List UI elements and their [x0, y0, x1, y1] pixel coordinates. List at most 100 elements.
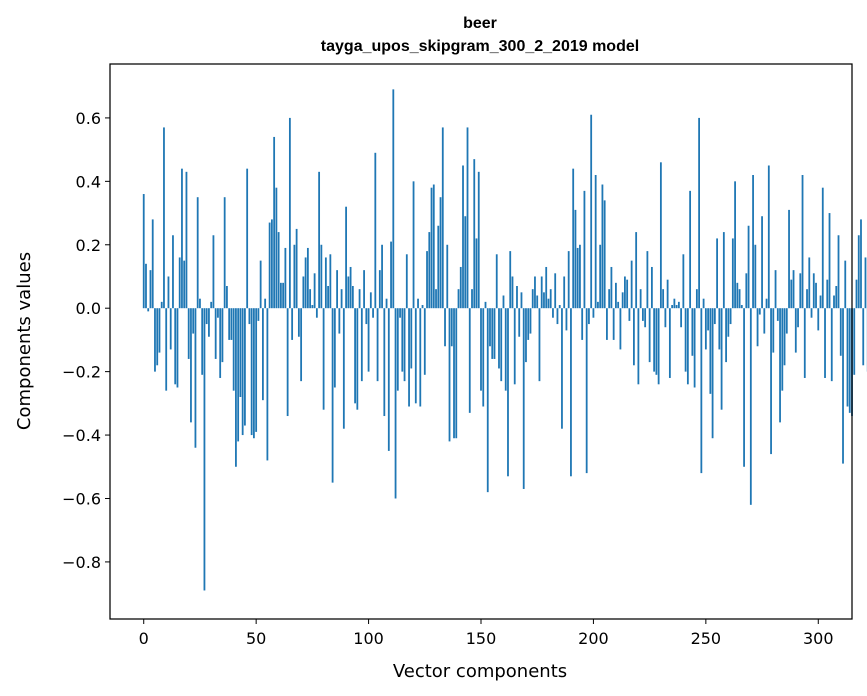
bar-55: [266, 308, 269, 461]
bar-139: [455, 308, 458, 439]
bar-306: [830, 308, 833, 382]
y-tick-label: 0.6: [76, 109, 101, 128]
x-axis-label: Vector components: [393, 661, 567, 682]
bar-124: [421, 305, 424, 309]
bar-85: [333, 308, 336, 388]
bar-216: [628, 308, 631, 321]
bar-291: [797, 308, 799, 328]
bar-212: [619, 308, 622, 350]
bar-284: [781, 308, 784, 391]
bar-93: [351, 286, 354, 309]
bar-107: [383, 308, 386, 417]
bar-31: [212, 235, 215, 309]
bar-129: [432, 184, 435, 309]
bar-145: [468, 308, 471, 413]
bar-257: [720, 308, 723, 410]
bar-133: [441, 127, 444, 309]
bar-301: [819, 295, 822, 309]
bar-25: [199, 298, 201, 309]
bar-3: [149, 270, 152, 309]
bar-296: [808, 257, 811, 309]
bar-144: [466, 127, 469, 309]
bar-151: [482, 308, 485, 407]
bar-223: [644, 308, 647, 328]
bar-178: [543, 292, 545, 309]
bar-15: [176, 308, 179, 388]
bar-116: [403, 308, 406, 382]
bar-0: [142, 194, 145, 309]
bar-119: [410, 308, 413, 369]
bar-186: [561, 308, 563, 429]
bar-77: [315, 308, 318, 318]
bar-39: [230, 308, 233, 340]
bar-86: [336, 270, 338, 309]
bar-236: [673, 298, 676, 309]
bar-102: [372, 308, 374, 318]
bar-276: [763, 308, 766, 334]
bar-173: [531, 289, 534, 309]
bar-163: [509, 251, 512, 309]
bar-51: [257, 308, 260, 321]
bar-4: [151, 219, 154, 309]
y-tick-label: −0.2: [62, 363, 101, 382]
bar-210: [615, 282, 617, 309]
bar-134: [444, 308, 446, 347]
bar-168: [520, 292, 523, 309]
bar-277: [765, 298, 768, 309]
bar-38: [228, 308, 231, 340]
bar-49: [253, 308, 255, 439]
bar-113: [396, 308, 399, 391]
bar-157: [495, 254, 498, 309]
bar-90: [345, 206, 347, 309]
bar-285: [783, 308, 786, 366]
bar-9: [163, 127, 165, 309]
bar-185: [558, 305, 561, 309]
bar-171: [527, 308, 530, 340]
bar-104: [376, 308, 379, 382]
bar-126: [426, 251, 428, 309]
bar-114: [399, 308, 401, 318]
bar-65: [288, 117, 291, 309]
y-tick-label: 0.0: [76, 299, 101, 318]
bar-92: [349, 266, 352, 309]
bar-23: [194, 308, 197, 448]
bar-147: [473, 159, 476, 309]
bar-32: [214, 308, 217, 359]
bar-300: [817, 308, 820, 331]
bar-161: [504, 308, 507, 391]
x-tick-label: 0: [139, 629, 149, 648]
bar-40: [232, 308, 235, 391]
bar-299: [815, 282, 817, 309]
bar-245: [693, 308, 696, 388]
bar-280: [772, 308, 775, 353]
bar-75: [311, 305, 314, 309]
bar-73: [306, 247, 309, 309]
bar-175: [536, 295, 539, 309]
bar-47: [248, 308, 251, 325]
y-tick-label: −0.6: [62, 489, 101, 508]
bar-227: [653, 308, 656, 372]
bar-45: [244, 308, 246, 426]
bar-321: [864, 257, 867, 309]
bar-174: [534, 276, 536, 309]
bar-302: [821, 187, 824, 309]
bar-189: [567, 251, 570, 309]
bar-68: [295, 228, 298, 309]
bar-27: [203, 308, 206, 591]
bar-196: [583, 190, 586, 309]
x-axis: 0 50 100 150 200 250 300: [139, 619, 834, 648]
bar-43: [239, 308, 242, 397]
bar-108: [385, 298, 388, 309]
bar-233: [666, 279, 669, 309]
bar-115: [401, 308, 404, 372]
bar-48: [250, 308, 253, 436]
bar-281: [774, 270, 777, 309]
bar-46: [246, 168, 249, 309]
bar-202: [597, 301, 599, 309]
bar-251: [707, 308, 709, 331]
bar-76: [313, 273, 316, 309]
bar-89: [342, 308, 345, 429]
bar-10: [165, 308, 168, 391]
bar-70: [300, 308, 303, 382]
bar-101: [369, 292, 372, 309]
